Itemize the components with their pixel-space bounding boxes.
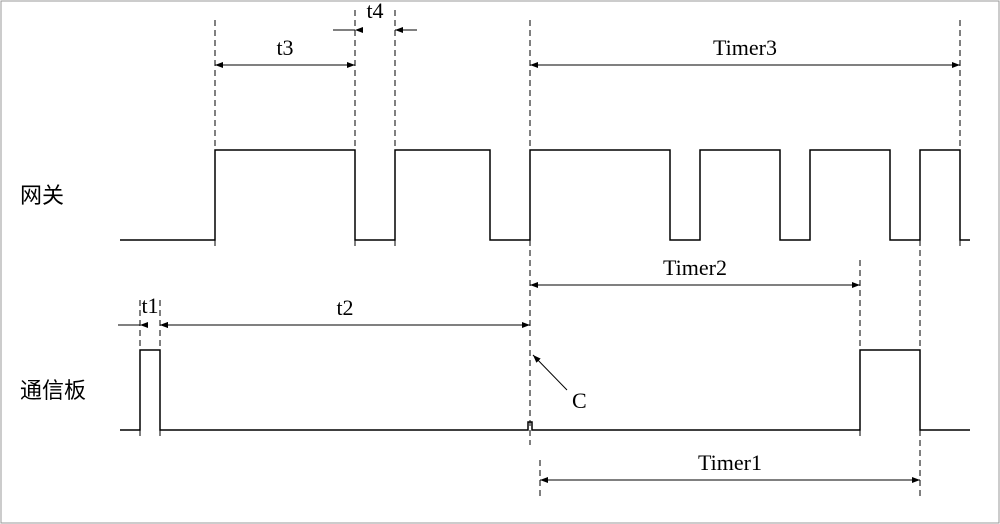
gateway-label: 网关	[20, 183, 64, 208]
t2-label: t2	[336, 295, 353, 320]
gateway-waveform	[120, 150, 970, 240]
t1-label: t1	[141, 293, 158, 318]
c-label: C	[572, 388, 587, 413]
timer2-label: Timer2	[663, 255, 727, 280]
timer1-label: Timer1	[698, 450, 762, 475]
t4-label: t4	[366, 0, 383, 23]
t3-label: t3	[276, 35, 293, 60]
timing-diagram: 网关通信板 t1 t2 t3 t4 Timer3 Timer2 Timer1 C	[0, 0, 1000, 524]
c-pointer	[533, 355, 567, 390]
comm-board-label: 通信板	[20, 378, 86, 403]
frame	[1, 1, 999, 523]
timer3-label: Timer3	[713, 35, 777, 60]
comm-waveform	[120, 350, 970, 430]
